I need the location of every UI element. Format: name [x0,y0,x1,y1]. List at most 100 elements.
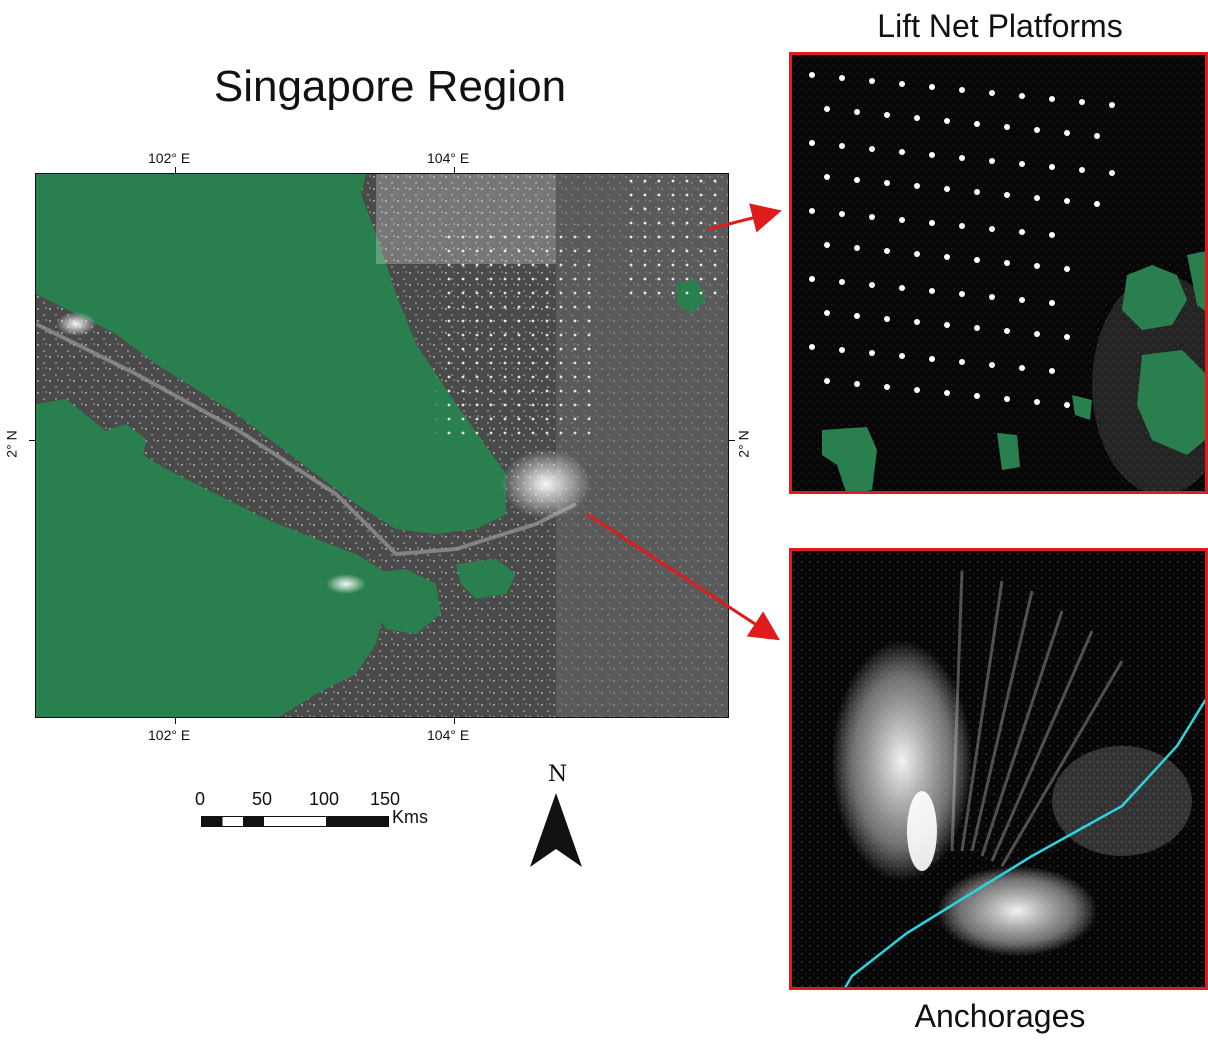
lift-net-platform-dot [869,282,875,288]
lift-net-platform-dot [1064,130,1070,136]
lift-net-platform-dot [1034,331,1040,337]
lift-net-platform-dot [809,276,815,282]
bottom-tick-102e: 102° E [148,727,191,743]
anchorage-glow [501,449,591,519]
lift-net-platform-dot [1004,124,1010,130]
lift-net-platform-dot [884,112,890,118]
lift-net-platform-dot [809,208,815,214]
scale-bar-segments [201,816,389,828]
inset-anchorages [789,548,1208,990]
lift-net-platform-dot [1094,133,1100,139]
inset-top-island-3 [1187,251,1205,311]
lift-net-platform-dot [854,109,860,115]
lift-net-platform-dot [1019,229,1025,235]
main-map-canvas [36,174,728,717]
inset-top-island-4 [822,427,877,491]
lift-net-platform-dot [1079,99,1085,105]
lift-net-platform-dot [1004,396,1010,402]
lift-net-platform-dot [974,121,980,127]
lift-net-platform-dot [1049,96,1055,102]
lift-net-platform-dot [914,387,920,393]
inset-top-island-1 [1122,265,1187,330]
lift-net-platform-dot [1034,399,1040,405]
lift-net-platform-dot [1004,260,1010,266]
lift-net-platform-dot [1109,170,1115,176]
lift-net-platform-dot [869,350,875,356]
right-tick-mark [729,440,735,441]
bottom-tick-104e: 104° E [427,727,470,743]
lift-net-platform-dot [899,217,905,223]
lift-net-platform-dot [974,393,980,399]
lift-net-platform-dot [989,294,995,300]
lift-net-platform-dot [899,81,905,87]
lift-net-dots-mid [436,224,596,444]
riau-islands-2 [456,559,516,599]
lift-net-platform-dot [989,226,995,232]
lift-net-platform-dot [839,279,845,285]
lift-net-dots-east [626,174,728,304]
lift-net-platform-dot [884,248,890,254]
lift-net-platform-dot [869,214,875,220]
lift-net-platform-dot [1064,402,1070,408]
scale-unit: Kms [392,807,428,827]
lift-net-platform-dot [914,319,920,325]
right-tick-2n: 2° N [735,430,752,458]
north-label: N [548,762,568,787]
lift-net-platform-dot [944,390,950,396]
inset-bottom-title: Anchorages [914,998,1086,1034]
inset-top-island-6 [1072,395,1092,420]
lift-net-platform-dot [974,257,980,263]
lift-net-platform-dot [959,291,965,297]
coastal-glow-west [56,312,96,336]
lift-net-platform-dot [869,78,875,84]
lift-net-platform-dot [929,288,935,294]
lift-net-platform-dot [929,220,935,226]
lift-net-platform-dot [1019,297,1025,303]
lift-net-platform-dot [1049,368,1055,374]
lift-net-platform-dot [884,384,890,390]
bottom-tick-mark-104e [454,718,455,724]
lift-net-platform-dot [1049,232,1055,238]
left-tick-mark [29,440,35,441]
lift-net-platform-dot [824,174,830,180]
scale-label-150: 150 [370,789,401,809]
lift-net-platform-dot [1094,201,1100,207]
scale-label-50: 50 [252,789,273,809]
lift-net-platform-dot [1049,300,1055,306]
inset-top-title: Lift Net Platforms [877,8,1123,44]
top-tick-mark-102e [175,167,176,173]
lift-net-platform-dot [1004,328,1010,334]
lift-net-platform-dot [944,186,950,192]
lift-net-platform-dot [944,322,950,328]
lift-net-platform-dot [824,242,830,248]
lift-net-platform-dot [1019,161,1025,167]
lift-net-platform-dot [839,143,845,149]
anchorage-area-south [937,866,1097,956]
lift-net-platform-dot [959,155,965,161]
lift-net-platform-dot [1019,365,1025,371]
lift-net-platform-dot [824,310,830,316]
left-tick-2n: 2° N [3,430,20,458]
lift-net-platform-dot [839,75,845,81]
sumatra-land [36,399,386,717]
inset-top-island-5 [997,433,1020,470]
anchorage-area-east [1052,746,1192,856]
lift-net-platform-dot [884,180,890,186]
inset-lift-net-platforms [789,52,1208,494]
top-tick-mark-104e [454,167,455,173]
lift-net-platform-dot [914,115,920,121]
riau-islands [366,569,441,634]
lift-net-platform-dot [989,90,995,96]
scale-label-0: 0 [195,789,206,809]
lift-net-platform-dot [974,189,980,195]
lift-net-platform-dot [854,381,860,387]
lift-net-platform-dot [1064,198,1070,204]
lift-net-platform-dot [854,313,860,319]
lift-net-platform-dot [929,152,935,158]
inset-top-canvas [792,55,1205,491]
lift-net-platform-dot [899,353,905,359]
shipping-route-line [844,698,1205,987]
lift-net-platform-dot [899,285,905,291]
lift-net-platform-dot [809,344,815,350]
lift-net-platform-dot [944,254,950,260]
